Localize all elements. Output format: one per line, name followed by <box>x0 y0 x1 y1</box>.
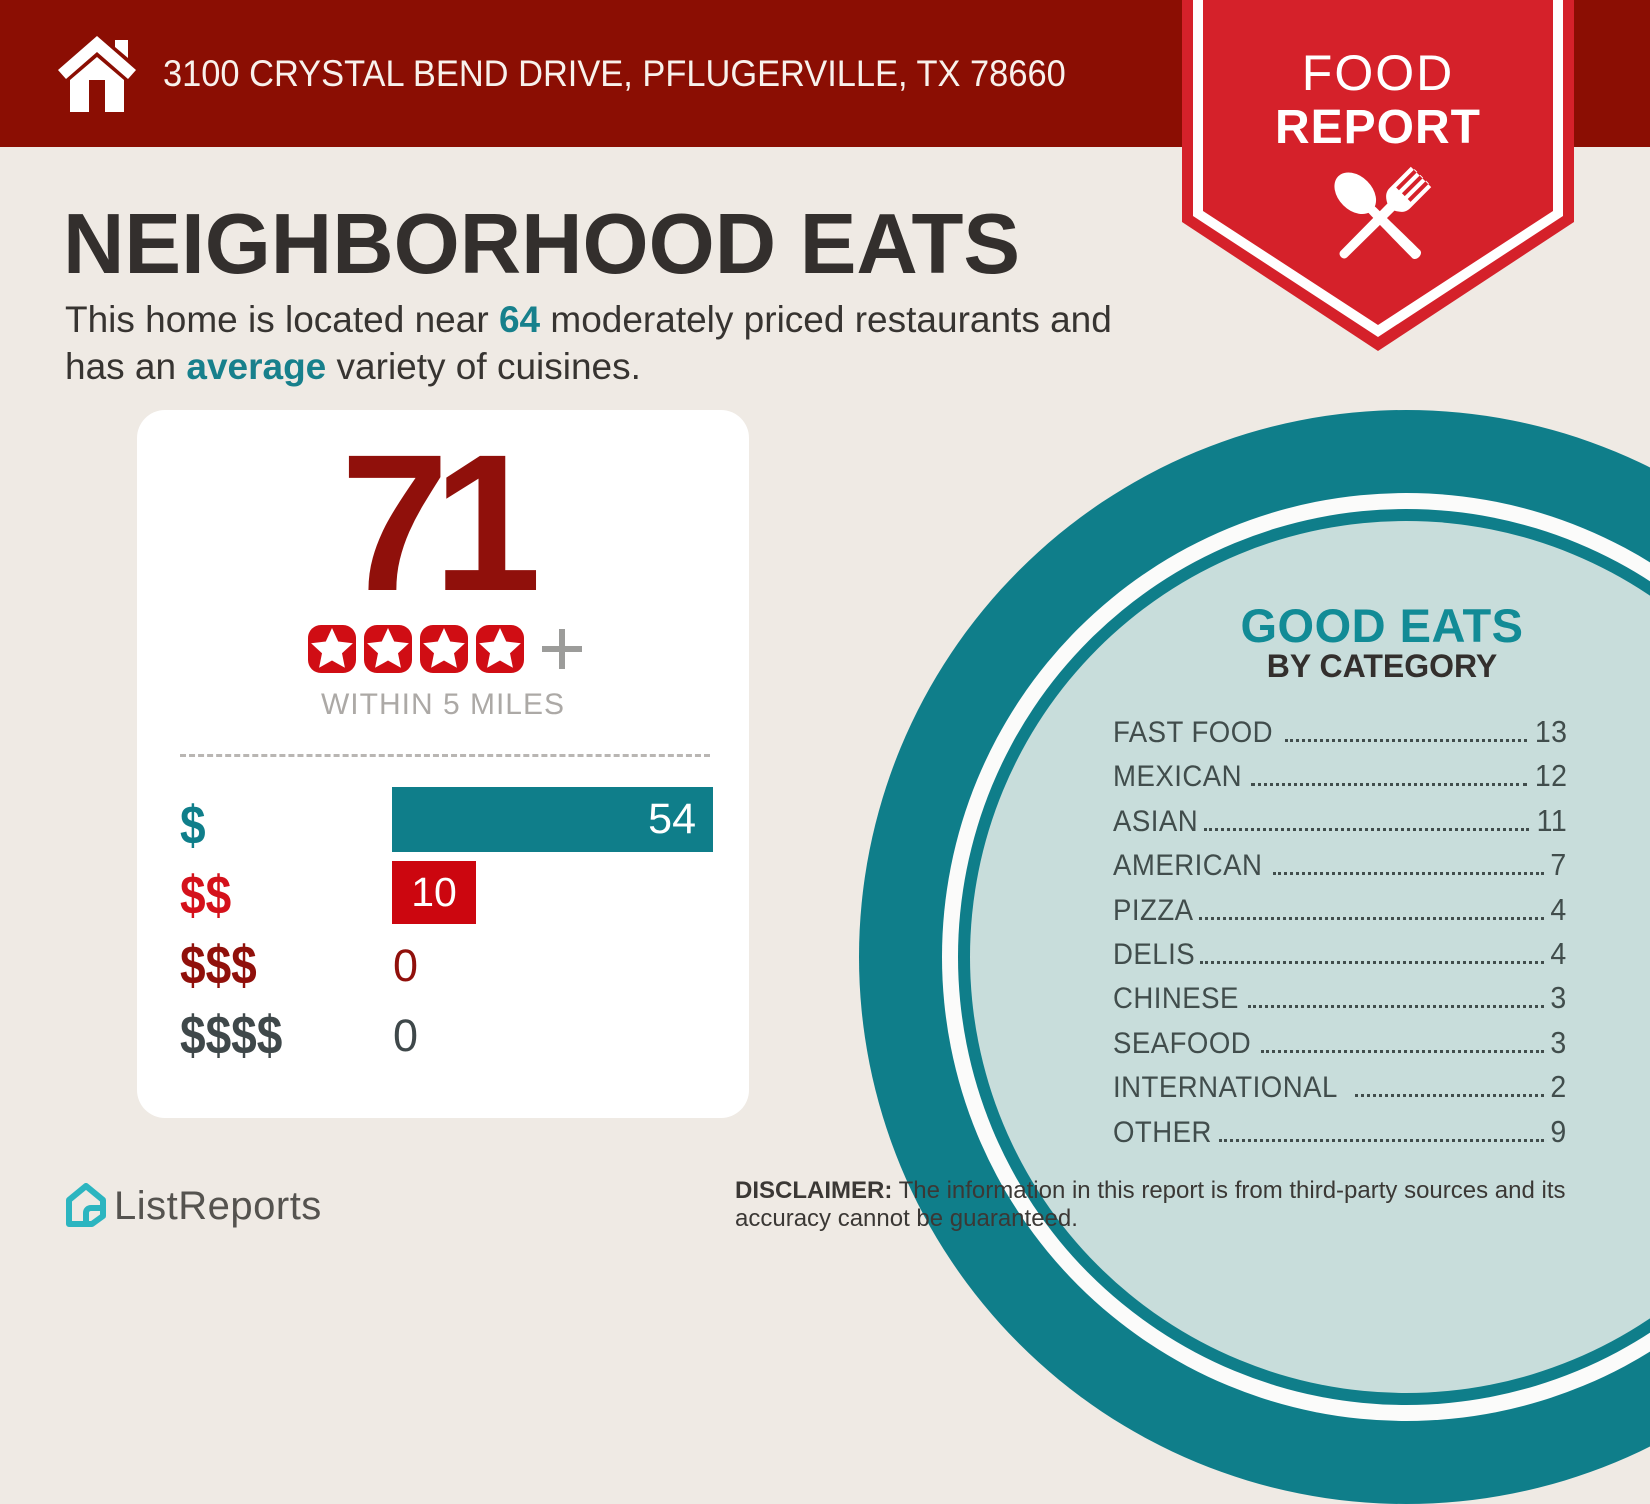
svg-text:FOOD: FOOD <box>1302 45 1454 101</box>
svg-text:REPORT: REPORT <box>1275 101 1481 154</box>
